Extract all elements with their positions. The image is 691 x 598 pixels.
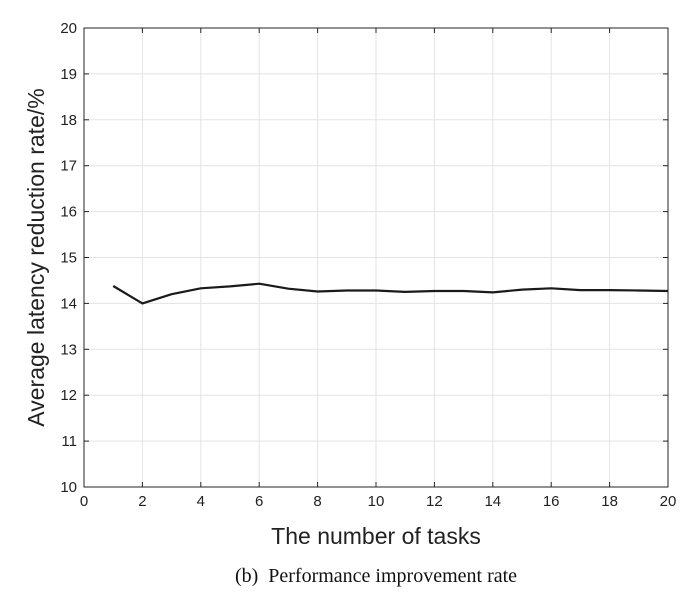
y-tick-label: 17	[60, 158, 77, 175]
x-axis-label: The number of tasks	[271, 523, 481, 549]
y-axis-label: Average latency reduction rate/%	[23, 88, 49, 426]
x-tick-label: 0	[80, 493, 88, 510]
figure-caption: (b) Performance improvement rate	[235, 565, 517, 587]
y-tick-label: 10	[60, 479, 77, 496]
series-line-1	[112, 282, 669, 305]
x-tick-label: 14	[484, 493, 501, 510]
series-group	[112, 282, 669, 305]
y-tick-label: 20	[60, 20, 77, 37]
x-tick-label: 10	[368, 493, 385, 510]
y-tick-label: 19	[60, 66, 77, 83]
y-tick-label: 11	[61, 433, 77, 450]
x-tick-label: 2	[138, 493, 146, 510]
y-tick-label: 18	[60, 112, 77, 129]
x-tick-label: 4	[197, 493, 205, 510]
x-tick-label: 8	[313, 493, 321, 510]
x-tick-label: 20	[660, 493, 677, 510]
axis-ticks: 0 2 4 6 8 10 12 14 16 18 20 10 11 12 13 14 15 16 17 18 19 20	[60, 20, 676, 510]
grid	[84, 28, 668, 487]
x-tick-label: 12	[426, 493, 443, 510]
x-tick-label: 18	[601, 493, 618, 510]
x-tick-label: 6	[255, 493, 263, 510]
y-tick-label: 13	[60, 341, 77, 358]
y-tick-label: 16	[60, 204, 77, 221]
y-tick-label: 15	[60, 250, 77, 267]
y-tick-label: 12	[60, 387, 77, 404]
y-tick-label: 14	[60, 295, 77, 312]
x-tick-label: 16	[543, 493, 560, 510]
